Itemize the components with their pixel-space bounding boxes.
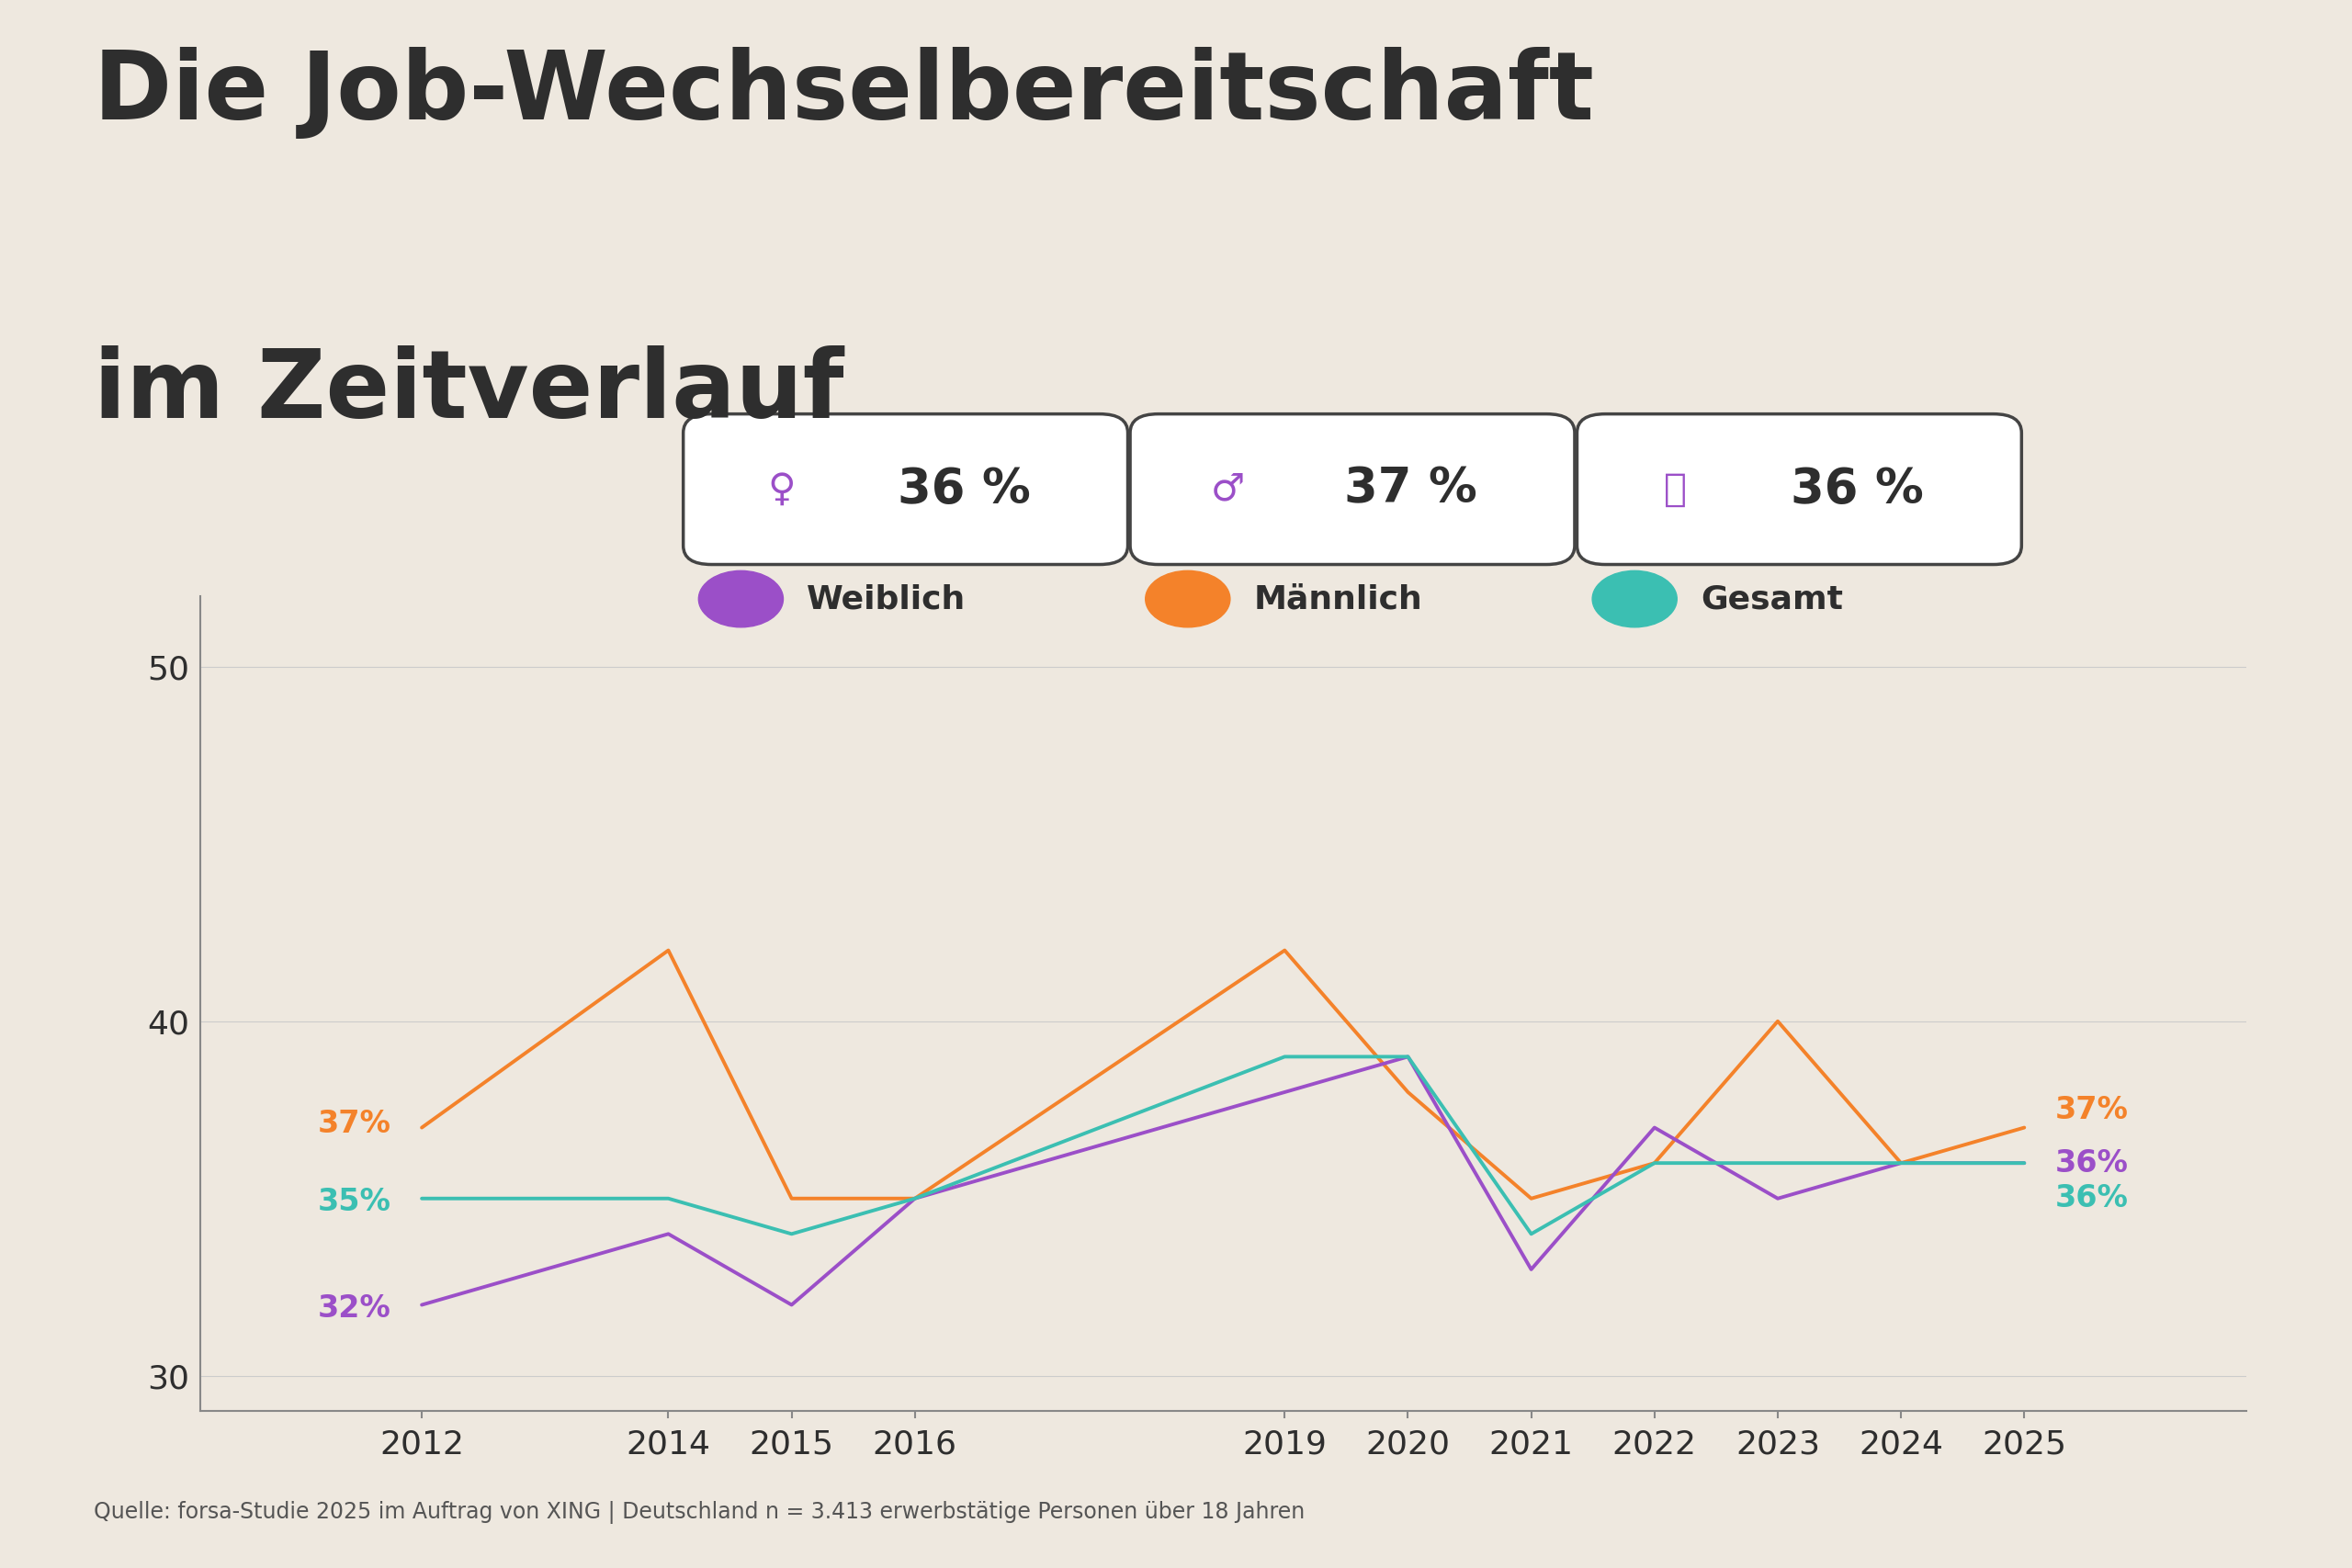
Text: 32%: 32%	[318, 1294, 390, 1323]
FancyBboxPatch shape	[1578, 414, 2020, 564]
Text: Männlich: Männlich	[1254, 583, 1423, 615]
Text: ♂: ♂	[1211, 470, 1244, 508]
Text: Quelle: forsa-Studie 2025 im Auftrag von XING | Deutschland n = 3.413 erwerbstät: Quelle: forsa-Studie 2025 im Auftrag von…	[94, 1501, 1305, 1524]
Text: 🤝: 🤝	[1663, 470, 1686, 508]
Text: Weiblich: Weiblich	[807, 583, 967, 615]
Text: 37%: 37%	[2056, 1094, 2129, 1124]
Text: Die Job-Wechselbereitschaft: Die Job-Wechselbereitschaft	[94, 47, 1595, 140]
Circle shape	[1592, 571, 1677, 627]
Text: Gesamt: Gesamt	[1700, 583, 1844, 615]
Text: 35%: 35%	[318, 1187, 390, 1217]
Circle shape	[1145, 571, 1230, 627]
FancyBboxPatch shape	[1129, 414, 1576, 564]
Text: 36 %: 36 %	[896, 466, 1030, 513]
Text: 36 %: 36 %	[1790, 466, 1924, 513]
Text: im Zeitverlauf: im Zeitverlauf	[94, 345, 844, 437]
Text: 37 %: 37 %	[1343, 466, 1477, 513]
FancyBboxPatch shape	[682, 414, 1129, 564]
Text: ♀: ♀	[767, 470, 795, 508]
Text: 36%: 36%	[2056, 1148, 2129, 1178]
Circle shape	[699, 571, 783, 627]
Text: 36%: 36%	[2056, 1184, 2129, 1214]
Text: 37%: 37%	[318, 1109, 390, 1140]
